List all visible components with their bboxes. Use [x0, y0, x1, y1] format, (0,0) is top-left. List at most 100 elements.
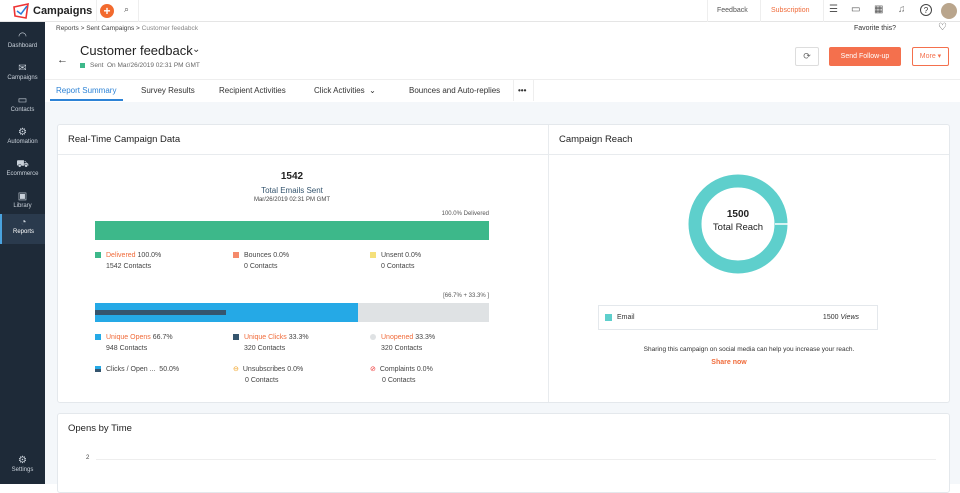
realtime-title: Real-Time Campaign Data — [68, 134, 181, 145]
help-icon[interactable]: ? — [920, 4, 932, 16]
sidebar-item-settings[interactable]: ⚙ Settings — [0, 452, 45, 482]
breadcrumb-reports[interactable]: Reports — [56, 25, 79, 32]
reach-note: Sharing this campaign on social media ca… — [643, 346, 855, 353]
cart-icon: ⛟ — [16, 159, 29, 170]
legend-unique-opens: Unique Opens 66.7% 948 Contacts — [95, 332, 173, 354]
feedback-link[interactable]: Feedback — [717, 7, 748, 14]
sidebar-label: Campaigns — [7, 75, 38, 81]
opens-caption: [66.7% + 33.3% ] — [443, 293, 489, 299]
dashboard-icon: ◠ — [18, 31, 27, 42]
legend-unsent: Unsent 0.0% 0 Contacts — [370, 250, 421, 272]
legend-bounces: Bounces 0.0% 0 Contacts — [233, 250, 289, 272]
legend-swatch — [370, 334, 376, 341]
settings-icon: ⚙ — [18, 455, 27, 466]
reports-icon: ◔ — [20, 217, 27, 228]
sidebar: ◠ Dashboard ✉ Campaigns ▭ Contacts ⚙ Automat… — [0, 22, 45, 484]
legend-swatch — [95, 252, 101, 259]
breadcrumb: Reports > Sent Campaigns > Customer feed… — [56, 25, 199, 32]
sidebar-item-campaigns[interactable]: ✉ Campaigns — [0, 60, 45, 90]
legend-swatch — [370, 252, 376, 259]
sidebar-item-dashboard[interactable]: ◠ Dashboard — [0, 28, 45, 58]
unsubscribe-icon: ⊖ — [233, 366, 239, 373]
delivered-bar — [95, 221, 489, 240]
reach-title: Campaign Reach — [559, 134, 633, 145]
y-tick-label: 2 — [86, 455, 90, 461]
divider — [45, 79, 960, 80]
campaign-data-card: Real-Time Campaign Data Campaign Reach 1… — [57, 124, 950, 403]
legend-unopened: Unopened 33.3% 320 Contacts — [370, 332, 435, 354]
sidebar-item-automation[interactable]: ⚙ Automation — [0, 124, 45, 154]
delivered-bar-fill — [95, 221, 489, 240]
legend-clicks-per-open: Clicks / Open ... 50.0% — [95, 364, 179, 375]
legend-delivered: Delivered 100.0% 1542 Contacts — [95, 250, 161, 272]
legend-swatch — [233, 252, 239, 259]
refresh-button[interactable]: ⟳ — [795, 47, 819, 66]
library-icon: ▣ — [17, 191, 28, 202]
breadcrumb-current: Customer feedabck — [141, 25, 199, 32]
bell-icon[interactable]: ♫ — [898, 4, 906, 15]
sidebar-item-ecommerce[interactable]: ⛟ Ecommerce — [0, 156, 45, 186]
more-label: More — [919, 53, 936, 60]
contacts-icon: ▭ — [17, 95, 28, 106]
opens-by-time-title: Opens by Time — [68, 423, 132, 434]
campaigns-logo-icon — [13, 3, 29, 19]
total-date: Mar/26/2019 02:31 PM GMT — [253, 197, 331, 203]
active-tab-indicator — [50, 99, 123, 101]
favorite-label: Favorite this? — [854, 25, 897, 32]
opens-bar — [95, 303, 489, 322]
delivered-caption: 100.0% Delivered — [441, 211, 489, 217]
total-value: 1542 — [280, 171, 304, 182]
send-followup-button[interactable]: Send Follow-up — [829, 47, 901, 66]
email-swatch — [605, 314, 612, 321]
subscription-link[interactable]: Subscription — [771, 7, 810, 14]
tab-bounces[interactable]: Bounces and Auto-replies — [409, 86, 501, 95]
status-text: Sent On Mar/26/2019 02:31 PM GMT — [90, 62, 200, 69]
reach-channel-row: Email 1500 Views — [598, 305, 878, 330]
app-name: Campaigns — [33, 5, 93, 17]
reach-total: 1500 — [726, 209, 750, 220]
sidebar-label: Reports — [12, 229, 34, 235]
list-icon[interactable]: ☰ — [829, 4, 838, 15]
channel-label: Email — [617, 314, 635, 321]
more-tabs-icon[interactable]: ••• — [518, 86, 527, 95]
tab-report-summary[interactable]: Report Summary — [56, 86, 117, 95]
opens-bar-fill — [95, 303, 358, 322]
share-now-link[interactable]: Share now — [711, 359, 747, 366]
chevron-down-icon[interactable]: ⌄ — [192, 44, 201, 55]
sidebar-label: Ecommerce — [6, 171, 39, 177]
search-icon[interactable]: ⌕ — [124, 4, 130, 14]
complaint-icon: ⊘ — [370, 366, 376, 373]
reach-total-label: Total Reach — [712, 222, 764, 233]
tab-survey-results[interactable]: Survey Results — [141, 86, 195, 95]
create-button[interactable]: + — [100, 4, 114, 18]
channel-value: 1500 Views — [822, 314, 859, 321]
megaphone-icon: ✉ — [18, 63, 27, 74]
status-dot — [80, 63, 85, 68]
reach-donut — [688, 174, 789, 274]
legend-unsubscribes: ⊖ Unsubscribes 0.0% 0 Contacts — [233, 366, 304, 384]
calendar-icon[interactable]: ▦ — [874, 4, 884, 15]
legend-complaints: ⊘ Complaints 0.0% 0 Contacts — [370, 366, 433, 384]
heart-icon[interactable]: ♡ — [938, 22, 947, 33]
tab-recipient-activities[interactable]: Recipient Activities — [219, 86, 286, 95]
automation-icon: ⚙ — [18, 127, 27, 138]
more-button[interactable]: More ▾ — [912, 47, 949, 66]
total-emails: 1542 Total Emails Sent Mar/26/2019 02:31… — [95, 171, 489, 203]
avatar[interactable] — [941, 3, 957, 19]
tab-click-activities[interactable]: Click Activities ⌄ — [314, 86, 376, 95]
sidebar-label: Automation — [7, 139, 38, 145]
clicks-bar-fill — [95, 310, 227, 315]
folder-icon[interactable]: ▭ — [851, 4, 861, 15]
legend-swatch — [233, 334, 239, 341]
legend-swatch — [95, 334, 101, 341]
sidebar-label: Settings — [11, 467, 34, 473]
sidebar-label: Library — [13, 203, 32, 209]
back-arrow-icon[interactable]: ← — [57, 54, 68, 66]
sidebar-item-contacts[interactable]: ▭ Contacts — [0, 92, 45, 122]
sidebar-item-library[interactable]: ▣ Library — [0, 188, 45, 218]
sidebar-item-reports[interactable]: ◔ Reports — [0, 214, 45, 244]
reach-center: 1500 Total Reach — [687, 209, 789, 233]
page-title: Customer feedback — [80, 43, 193, 58]
total-label: Total Emails Sent — [261, 186, 323, 195]
breadcrumb-sent-campaigns[interactable]: Sent Campaigns — [86, 25, 135, 32]
